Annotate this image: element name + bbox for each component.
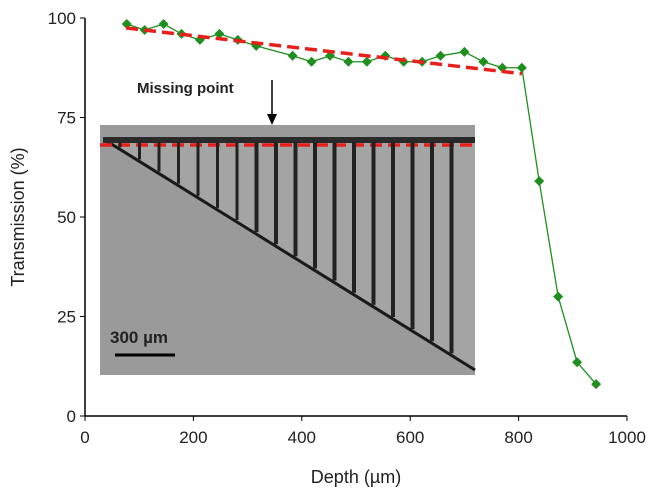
- x-tick-label: 800: [504, 428, 532, 447]
- data-point: [516, 62, 527, 73]
- y-tick-label: 50: [57, 208, 76, 227]
- data-point: [121, 18, 132, 29]
- data-point: [306, 56, 317, 67]
- y-tick-label: 100: [48, 9, 76, 28]
- inset-top-bar: [103, 137, 475, 143]
- x-tick-label: 200: [179, 428, 207, 447]
- x-tick-label: 1000: [608, 428, 646, 447]
- data-point: [478, 56, 489, 67]
- data-point: [534, 176, 545, 187]
- x-tick-label: 0: [80, 428, 89, 447]
- x-tick-label: 600: [396, 428, 424, 447]
- data-point: [435, 50, 446, 61]
- data-point: [553, 291, 564, 302]
- data-point: [287, 50, 298, 61]
- inset-edge: [104, 138, 476, 372]
- data-point: [361, 56, 372, 67]
- y-tick-label: 75: [57, 109, 76, 128]
- data-point: [158, 18, 169, 29]
- inset-micrograph: 300 µm: [100, 125, 476, 375]
- data-point: [572, 357, 583, 368]
- y-axis-label: Transmission (%): [8, 147, 28, 286]
- annotation: Missing point: [137, 80, 234, 97]
- y-tick-label: 0: [67, 407, 76, 426]
- x-tick-label: 400: [288, 428, 316, 447]
- data-point: [591, 379, 602, 390]
- y-tick-label: 25: [57, 308, 76, 327]
- annotation-arrowhead: [267, 114, 277, 125]
- data-point: [214, 28, 225, 39]
- scale-bar-label: 300 µm: [110, 328, 168, 347]
- data-point: [459, 46, 470, 57]
- x-axis-label: Depth (µm): [311, 467, 401, 487]
- fit-line: [125, 26, 523, 76]
- data-point: [343, 56, 354, 67]
